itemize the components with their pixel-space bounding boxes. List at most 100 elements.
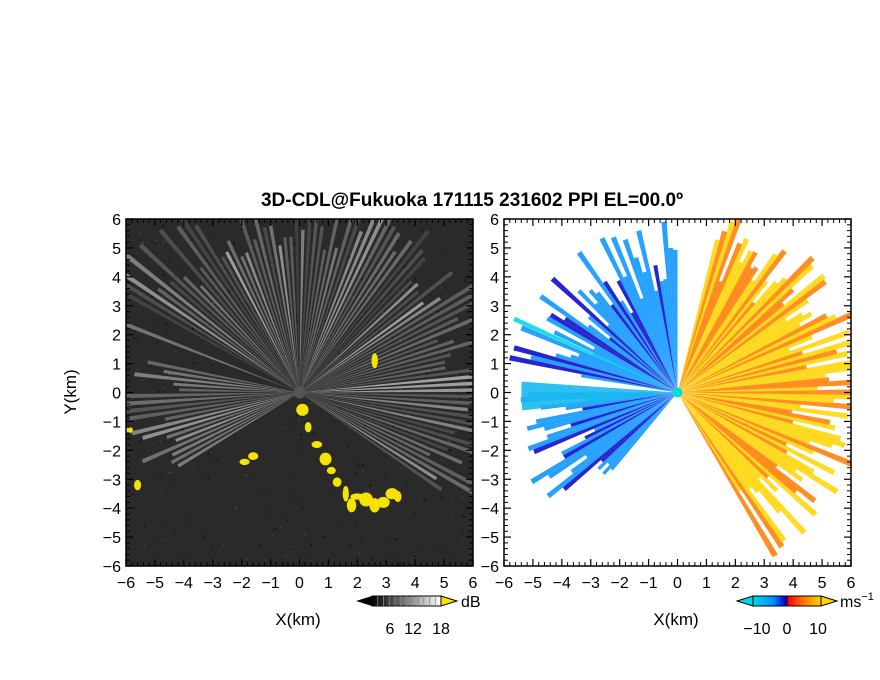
reflectivity-beam <box>244 252 300 393</box>
noise-pixel <box>396 275 399 278</box>
velocity-beam <box>677 392 779 493</box>
reflectivity-beam <box>177 392 300 468</box>
reflectivity-beams <box>126 219 473 565</box>
noise-pixel <box>371 486 374 489</box>
y-tick-label: 4 <box>112 270 121 287</box>
colorbar-over-triangle <box>440 595 459 607</box>
noise-pixel <box>219 219 222 222</box>
noise-pixel <box>344 507 347 510</box>
noise-pixel <box>154 226 157 229</box>
reflectivity-x-ticks: −6 −5 −4 −3 −2 −1 0 1 2 3 4 5 6 <box>117 219 478 592</box>
x-tick-label: 5 <box>440 575 449 592</box>
noise-pixel <box>389 421 392 424</box>
noise-pixel <box>228 290 231 293</box>
high-echo-blob <box>371 353 378 369</box>
velocity-colorbar-over-triangle <box>820 595 839 607</box>
velocity-beam <box>593 392 678 432</box>
high-echo-blob <box>126 426 133 434</box>
velocity-beam <box>677 392 849 419</box>
noise-pixel <box>461 496 464 499</box>
y-tick-label: 1 <box>490 357 499 374</box>
noise-pixel <box>163 384 166 387</box>
noise-pixel <box>211 364 214 367</box>
noise-pixel <box>425 372 428 375</box>
x-tick-label: 4 <box>411 575 420 592</box>
reflectivity-beam <box>299 316 459 393</box>
noise-pixel <box>327 336 330 339</box>
noise-pixel <box>394 554 397 557</box>
x-tick-label: −4 <box>175 575 193 592</box>
velocity-beam <box>533 392 678 455</box>
reflectivity-beam <box>147 360 300 393</box>
noise-pixel <box>468 373 471 376</box>
noise-pixel <box>250 551 253 554</box>
noise-pixel <box>132 308 135 311</box>
noise-pixel <box>242 412 245 415</box>
x-tick-label: 4 <box>789 575 798 592</box>
noise-pixel <box>307 420 310 423</box>
noise-pixel <box>378 254 381 257</box>
noise-pixel <box>326 441 329 444</box>
reflectivity-beam <box>299 290 420 393</box>
velocity-panel: −6 −5 −4 −3 −2 −1 0 1 2 3 4 5 6 6 5 4 3 2 1 0 −1 −2 −3 −4 −5−6 … <box>481 212 856 629</box>
velocity-beam <box>663 278 678 393</box>
velocity-beam <box>530 355 678 393</box>
reflectivity-beam <box>299 339 439 393</box>
noise-pixel <box>220 373 223 376</box>
velocity-beam <box>677 322 802 393</box>
noise-pixel <box>259 544 262 547</box>
noise-pixel <box>333 390 336 393</box>
noise-pixel <box>131 493 134 496</box>
reflectivity-beam <box>299 392 473 487</box>
velocity-colorbar-tick-10: 10 <box>809 621 827 638</box>
noise-pixel <box>440 458 443 461</box>
reflectivity-beam <box>299 219 339 393</box>
velocity-beam <box>677 237 750 393</box>
y-tick-label: −4 <box>103 501 121 518</box>
noise-pixel <box>132 336 135 339</box>
noise-pixel <box>211 261 214 264</box>
noise-pixel <box>162 224 165 227</box>
noise-pixel <box>361 469 364 472</box>
noise-pixel <box>217 524 220 527</box>
noise-pixel <box>465 346 468 349</box>
noise-pixel <box>147 229 150 232</box>
reflectivity-beam <box>299 392 431 457</box>
velocity-beam <box>550 276 678 393</box>
noise-pixel <box>434 338 437 341</box>
noise-pixel <box>390 320 393 323</box>
noise-pixel <box>174 479 177 482</box>
velocity-beam <box>677 334 813 393</box>
velocity-beam <box>561 392 678 456</box>
x-tick-label: −6 <box>117 575 135 592</box>
velocity-beam <box>595 302 678 393</box>
noise-pixel <box>205 323 208 326</box>
noise-pixel <box>278 399 281 402</box>
noise-pixel <box>285 398 288 401</box>
noise-pixel <box>469 439 472 442</box>
velocity-beam <box>677 266 759 393</box>
reflectivity-beam <box>299 226 325 393</box>
velocity-beam <box>521 392 678 411</box>
noise-pixel <box>414 511 417 514</box>
noise-pixel <box>292 247 295 250</box>
reflectivity-beam <box>175 392 300 443</box>
velocity-beam <box>593 347 678 393</box>
noise-pixel <box>395 538 398 541</box>
noise-pixel <box>393 480 396 483</box>
noise-pixel <box>402 337 405 340</box>
noise-pixel <box>305 346 308 349</box>
noise-pixel <box>388 242 391 245</box>
reflectivity-beam <box>299 388 473 393</box>
y-tick-label: 0 <box>490 386 499 403</box>
reflectivity-high-echo <box>126 353 402 513</box>
velocity-beam <box>677 239 720 393</box>
noise-pixel <box>362 464 365 467</box>
noise-pixel <box>227 463 230 466</box>
velocity-beam <box>546 316 678 393</box>
velocity-beam <box>576 250 678 393</box>
x-axis-label-right: X(km) <box>653 610 698 629</box>
noise-pixel <box>382 336 385 339</box>
velocity-beam <box>585 392 678 458</box>
noise-pixel <box>191 327 194 330</box>
